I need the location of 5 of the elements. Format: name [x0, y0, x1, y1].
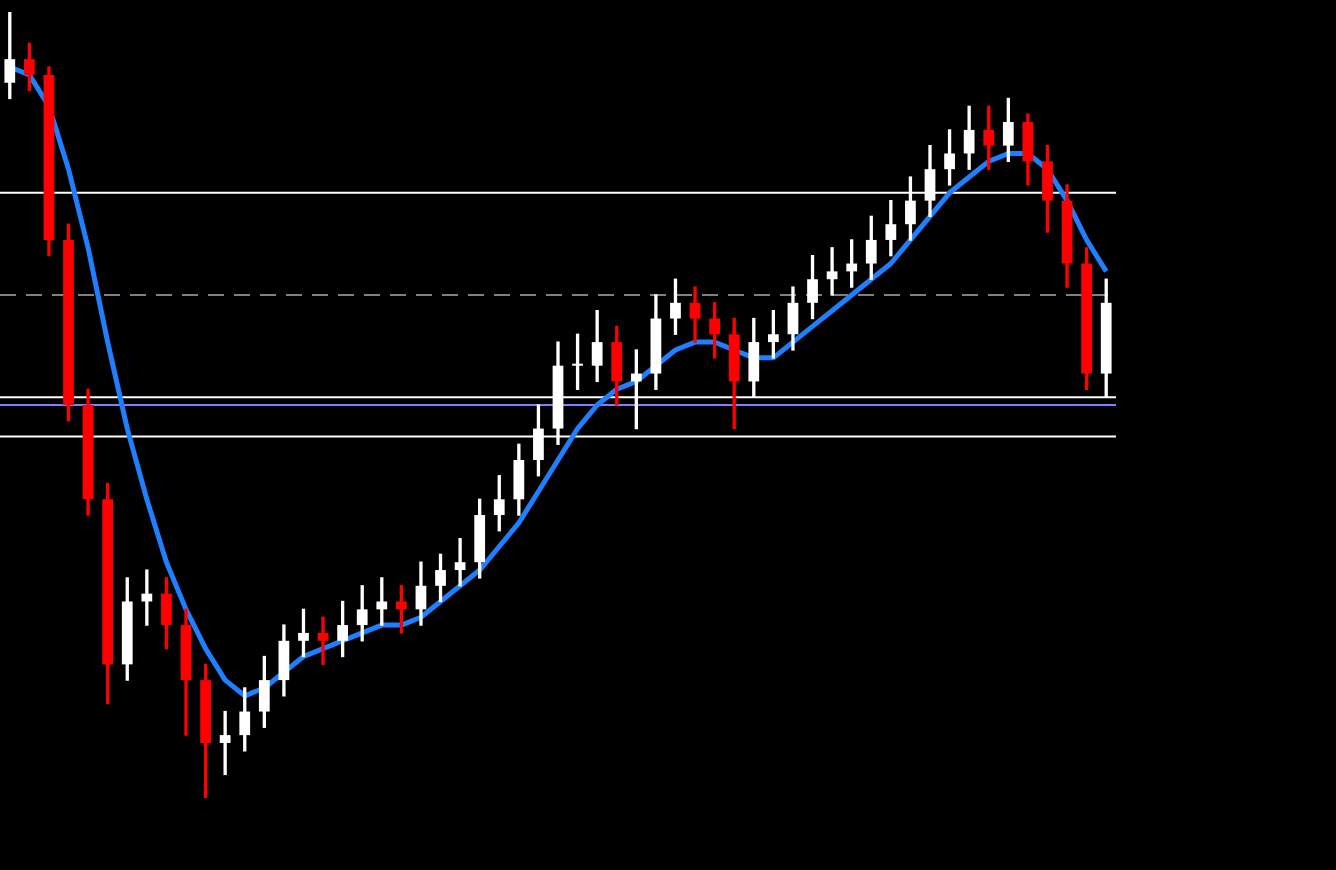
candlestick [317, 616, 329, 666]
candlestick [826, 247, 838, 296]
candlestick [219, 710, 231, 776]
candlestick [141, 569, 153, 626]
candlestick [454, 537, 466, 587]
